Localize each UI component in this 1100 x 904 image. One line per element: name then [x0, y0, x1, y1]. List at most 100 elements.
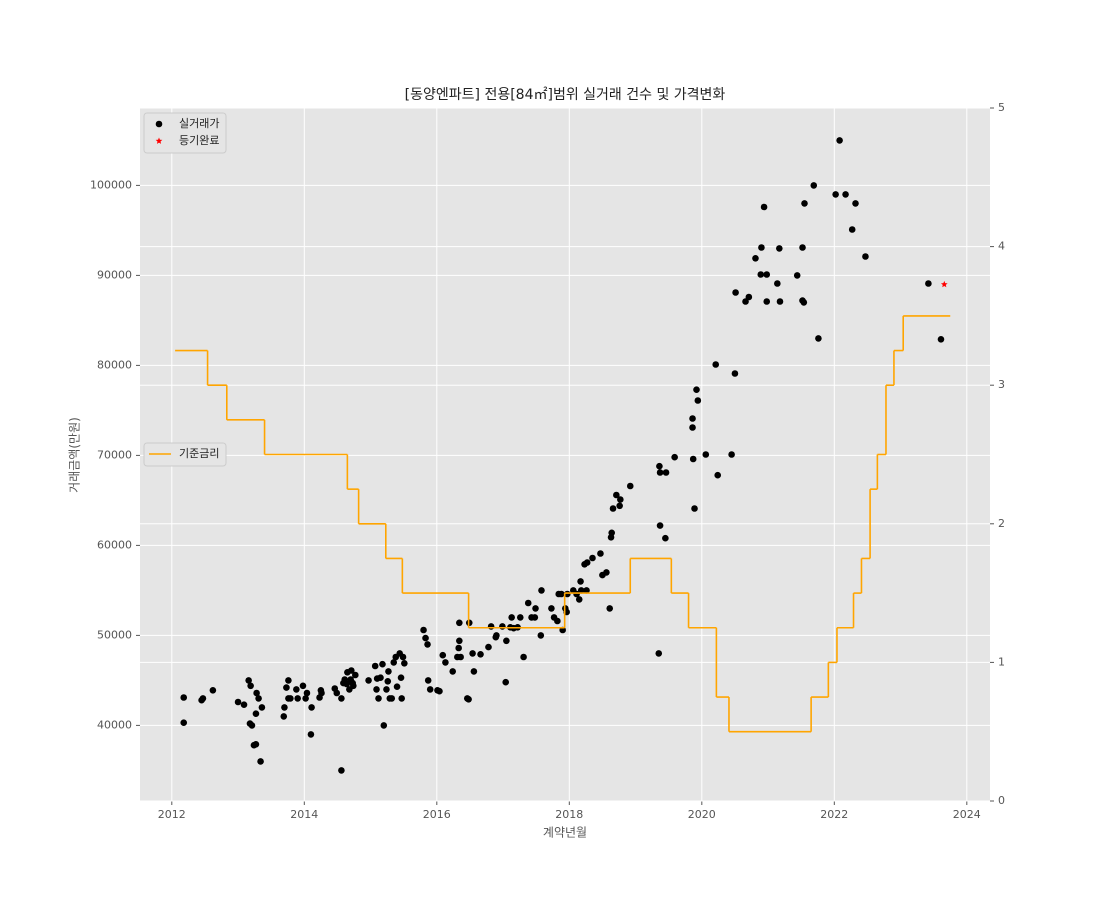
point — [702, 451, 710, 458]
point — [613, 491, 620, 499]
point — [832, 191, 839, 198]
point — [280, 713, 288, 720]
point — [308, 704, 315, 711]
point — [583, 559, 591, 566]
point — [810, 182, 818, 189]
point — [589, 554, 596, 562]
point — [379, 660, 386, 668]
point — [401, 660, 408, 667]
point — [343, 680, 351, 688]
point — [252, 710, 260, 717]
x-tick-label: 2020 — [688, 808, 716, 821]
point — [397, 674, 405, 681]
point — [293, 686, 300, 693]
point — [558, 590, 565, 598]
point — [848, 226, 856, 233]
point — [348, 667, 355, 674]
point — [583, 587, 590, 594]
point — [485, 643, 492, 651]
point — [758, 244, 765, 251]
point — [538, 587, 545, 594]
point — [597, 550, 604, 557]
point — [575, 596, 583, 603]
point — [442, 659, 449, 666]
point — [714, 471, 722, 479]
point — [253, 689, 260, 697]
point — [420, 626, 427, 634]
point — [925, 280, 932, 287]
point — [247, 682, 254, 690]
y-tick-label: 100000 — [90, 178, 132, 191]
point — [380, 722, 388, 729]
point — [155, 120, 163, 128]
point — [577, 578, 584, 585]
point — [499, 623, 506, 630]
marks — [175, 137, 951, 774]
point — [426, 686, 434, 693]
point — [240, 701, 248, 708]
point — [689, 455, 697, 463]
point — [609, 505, 617, 512]
point — [689, 424, 696, 431]
point — [731, 370, 739, 377]
point — [399, 653, 407, 661]
point — [385, 668, 392, 675]
y-axis-label: 거래금액(만원) — [68, 417, 82, 493]
point — [245, 677, 252, 684]
y-tick-label: 80000 — [97, 358, 132, 371]
y2-tick-label: 3 — [998, 378, 1005, 391]
y2-tick-label: 0 — [998, 794, 1005, 807]
point — [862, 253, 869, 260]
y-tick-label: 40000 — [97, 718, 132, 731]
point — [299, 682, 307, 690]
point — [255, 695, 262, 702]
point — [800, 299, 808, 306]
y2-tick-label: 5 — [998, 101, 1005, 114]
x-tick-label: 2024 — [953, 808, 981, 821]
star-marker — [940, 280, 948, 288]
point — [655, 650, 663, 657]
point — [258, 704, 266, 711]
point — [776, 245, 783, 252]
legend-label: 기준금리 — [179, 447, 219, 460]
point — [662, 469, 670, 476]
point — [180, 719, 188, 726]
point — [532, 605, 539, 612]
point — [465, 696, 472, 703]
y-tick-label: 90000 — [97, 268, 132, 281]
point — [656, 469, 664, 476]
star-marker — [155, 137, 163, 144]
point — [554, 617, 561, 625]
point — [799, 244, 806, 251]
point — [763, 298, 771, 305]
point — [294, 695, 301, 702]
point — [493, 632, 500, 639]
point — [436, 687, 443, 695]
point — [793, 272, 801, 279]
chart-title: [동양엔파트] 전용[84㎡]범위 실거래 건수 및 가격변화 — [405, 87, 726, 103]
point — [422, 634, 429, 642]
point — [377, 674, 384, 681]
point — [456, 637, 463, 645]
point — [732, 289, 739, 296]
point — [365, 677, 372, 684]
point — [390, 659, 398, 666]
point — [693, 386, 700, 394]
point — [752, 254, 759, 262]
point — [603, 569, 610, 576]
point — [836, 137, 843, 144]
legend: 기준금리 — [143, 442, 227, 467]
point — [398, 695, 405, 702]
point — [537, 632, 545, 639]
point — [302, 695, 309, 702]
point — [626, 482, 634, 490]
point — [439, 651, 447, 659]
point — [691, 505, 698, 512]
point — [577, 587, 585, 594]
point — [338, 695, 345, 702]
y-tick-label: 50000 — [97, 628, 132, 641]
point — [456, 619, 463, 627]
point — [455, 644, 462, 652]
